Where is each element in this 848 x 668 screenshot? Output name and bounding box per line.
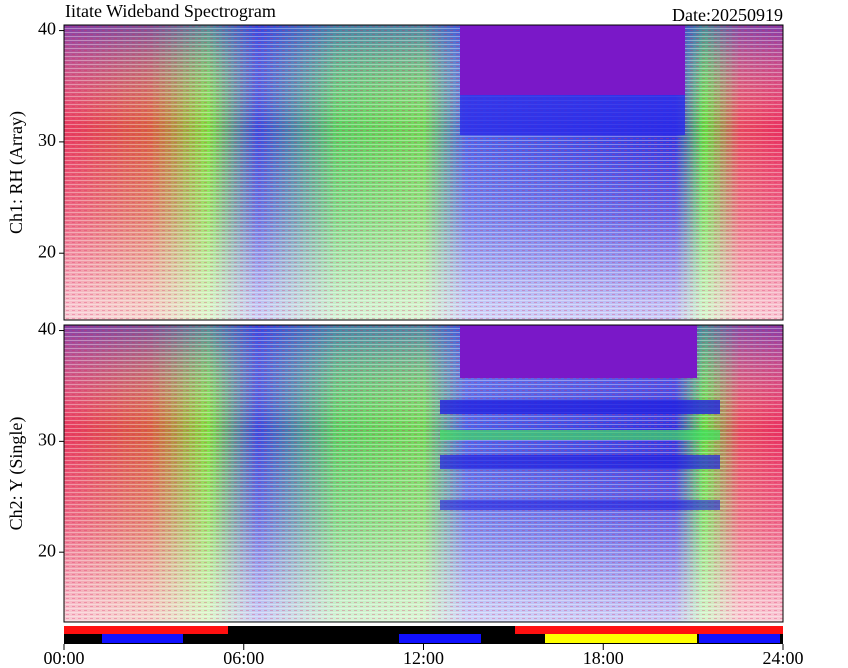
plot-frame [63,324,784,623]
date-label: Date:20250919 [672,5,783,25]
chart-title: Iitate Wideband Spectrogram [65,1,276,21]
spectrum-band [440,430,720,440]
status-bar [64,626,783,644]
status-segment [64,626,228,634]
y-tick-label: 20 [38,540,56,560]
status-segment [545,634,697,643]
x-tick-label: 24:00 [762,648,803,668]
spectrum-band [440,455,720,469]
status-segment [515,626,783,634]
y-tick-label: 30 [38,429,56,449]
y-axis-label: Ch1: RH (Array) [6,111,27,234]
y-tick-label: 40 [38,319,56,339]
spectrum-block [460,25,685,95]
y-tick-label: 40 [38,19,56,39]
x-tick-label: 06:00 [223,648,264,668]
x-tick-label: 18:00 [583,648,624,668]
spectrum-block [460,325,697,378]
status-segment [699,634,780,643]
spectrogram-2 [63,324,784,623]
spectrum-band [440,500,720,510]
y-tick-label: 20 [38,241,56,261]
x-tick-label: 12:00 [403,648,444,668]
status-segment [399,634,481,643]
spectrum-block [460,95,685,135]
y-axis-label: Ch2: Y (Single) [6,417,27,531]
x-tick-label: 00:00 [43,648,84,668]
spectrogram-1 [63,24,784,321]
plot-frame [63,24,784,321]
y-tick-label: 30 [38,130,56,150]
spectrum-band [440,400,720,414]
status-segment [102,634,183,643]
